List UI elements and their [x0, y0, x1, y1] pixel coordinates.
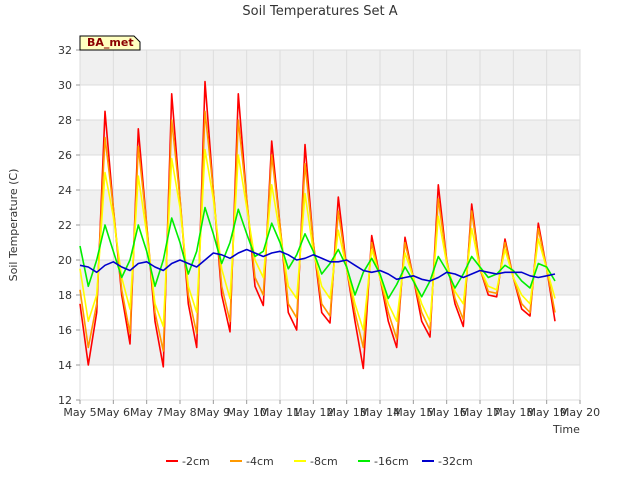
x-tick-label: May 19 [527, 406, 567, 419]
y-axis-ticks: 12 14 16 18 20 22 24 26 28 30 32 [58, 44, 80, 407]
y-axis-label: Soil Temperature (C) [7, 169, 20, 282]
series-line-minus-16cm [79, 206, 556, 300]
y-tick-label: 24 [58, 184, 72, 197]
x-tick-label: May 6 [97, 406, 130, 419]
y-tick-label: 12 [58, 394, 72, 407]
y-tick-label: 16 [58, 324, 72, 337]
y-tick-label: 20 [58, 254, 72, 267]
y-tick-label: 26 [58, 149, 72, 162]
legend-label: -8cm [310, 455, 338, 468]
y-tick-label: 18 [58, 289, 72, 302]
x-tick-label: May 20 [560, 406, 600, 419]
series-line-minus-32cm [79, 248, 556, 282]
y-tick-label: 28 [58, 114, 72, 127]
series-lines [79, 80, 556, 370]
x-tick-label: May 14 [360, 406, 400, 419]
legend-label: -16cm [374, 455, 409, 468]
y-tick-label: 30 [58, 79, 72, 92]
plot-band [80, 330, 580, 365]
y-tick-label: 22 [58, 219, 72, 232]
x-tick-label: May 9 [197, 406, 230, 419]
series-line-minus-4cm [79, 110, 556, 352]
legend-label: -4cm [246, 455, 274, 468]
x-tick-label: May 10 [227, 406, 267, 419]
x-tick-label: May 17 [460, 406, 500, 419]
x-tick-label: May 12 [293, 406, 333, 419]
x-tick-label: May 18 [493, 406, 533, 419]
x-tick-label: May 7 [130, 406, 163, 419]
plot-band [80, 50, 580, 85]
x-tick-label: May 15 [393, 406, 433, 419]
legend-label: -32cm [438, 455, 473, 468]
x-tick-label: May 8 [163, 406, 196, 419]
legend-item: -8cm [294, 455, 338, 468]
legend-item: -32cm [422, 455, 473, 468]
y-tick-label: 32 [58, 44, 72, 57]
plot-band [80, 190, 580, 225]
legend-item: -2cm [166, 455, 210, 468]
x-axis-label: Time [552, 423, 580, 436]
x-tick-label: May 11 [260, 406, 300, 419]
chart-title: Soil Temperatures Set A [242, 4, 397, 19]
station-badge: BA_met [79, 35, 141, 51]
legend-item: -16cm [358, 455, 409, 468]
series-line-minus-8cm [79, 148, 556, 331]
legend-item: -4cm [230, 455, 274, 468]
x-tick-label: May 5 [63, 406, 96, 419]
badge-label: BA_met [87, 36, 134, 49]
x-tick-label: May 16 [427, 406, 467, 419]
badge-background [79, 35, 141, 51]
legend-label: -2cm [182, 455, 210, 468]
plot-band [80, 120, 580, 155]
y-tick-label: 14 [58, 359, 72, 372]
x-tick-label: May 13 [327, 406, 367, 419]
legend: -2cm -4cm -8cm -16cm -32cm [166, 455, 473, 468]
